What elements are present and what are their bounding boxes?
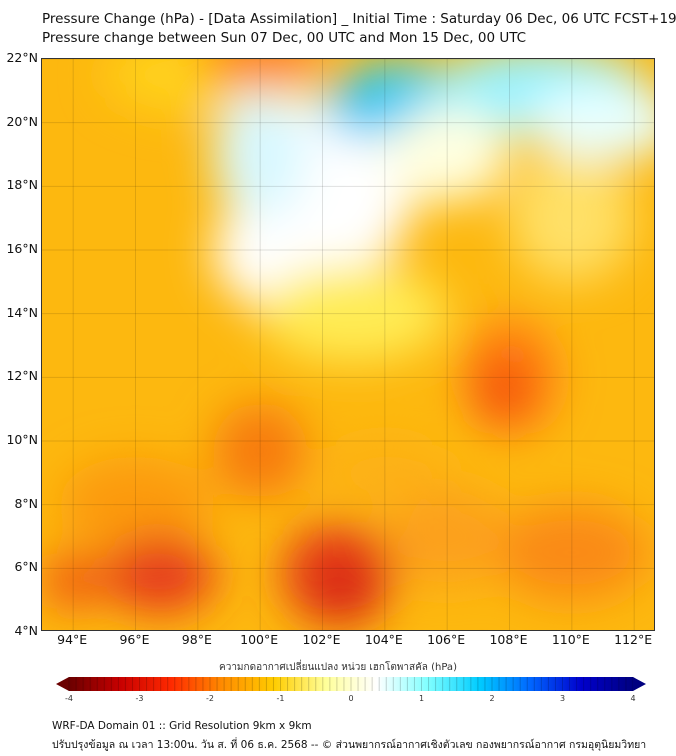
- lon-label: 108°E: [489, 632, 528, 647]
- lat-label: 14°N: [6, 304, 38, 320]
- lat-label: 18°N: [6, 177, 38, 193]
- field-region: [385, 488, 510, 585]
- lat-label: 6°N: [14, 559, 38, 575]
- colorbar-tick-label: 1: [418, 694, 425, 703]
- colorbar: [56, 677, 646, 691]
- colorbar-tick-label: 2: [489, 694, 495, 703]
- pressure-change-map: [41, 58, 655, 631]
- update-info: ปรับปรุงข้อมูล ณ เวลา 13:00น. วัน ส. ที่…: [52, 739, 647, 751]
- lon-label: 112°E: [614, 632, 653, 647]
- lat-label: 22°N: [6, 50, 38, 65]
- colorbar-tick-label: 4: [630, 694, 636, 703]
- field-region: [385, 106, 510, 203]
- model-info: WRF-DA Domain 01 :: Grid Resolution 9km …: [52, 720, 312, 732]
- lon-label: 94°E: [57, 632, 88, 647]
- colorbar-tick-label: -4: [65, 694, 73, 703]
- lat-label: 8°N: [14, 495, 38, 511]
- lon-label: 104°E: [364, 632, 403, 647]
- lat-label: 20°N: [6, 113, 38, 129]
- colorbar-tick-label: 3: [559, 694, 566, 703]
- field-region: [322, 440, 447, 505]
- lon-label: 96°E: [119, 632, 150, 647]
- field-region: [494, 504, 650, 601]
- field-region: [42, 552, 105, 610]
- lon-label: 100°E: [240, 632, 279, 647]
- lat-label: 4°N: [14, 623, 38, 638]
- lon-label: 106°E: [427, 632, 466, 647]
- chart-subtitle: Pressure change between Sun 07 Dec, 00 U…: [42, 30, 527, 46]
- colorbar-tick-label: 0: [348, 694, 354, 703]
- lat-label: 16°N: [6, 241, 38, 256]
- field-region: [313, 561, 376, 626]
- colorbar-min-arrow: [56, 677, 69, 691]
- field-region: [213, 402, 307, 499]
- map-field: [42, 59, 654, 630]
- field-region: [104, 536, 217, 614]
- field-region: [198, 59, 323, 85]
- lon-label: 110°E: [551, 632, 590, 647]
- colorbar-tick-label: -2: [206, 694, 214, 703]
- field-region: [322, 77, 416, 136]
- lat-label: 12°N: [6, 368, 38, 384]
- colorbar-tick-label: -1: [276, 694, 285, 703]
- field-region: [213, 90, 307, 219]
- colorbar-tick-label: -3: [135, 694, 144, 703]
- field-region: [58, 456, 214, 553]
- field-region: [478, 361, 529, 419]
- lon-label: 102°E: [302, 632, 341, 647]
- colorbar-label: ความกดอากาศเปลี่ยนแปลง หน่วย เฮกโตพาสคัล…: [219, 662, 457, 673]
- lat-label: 10°N: [6, 432, 38, 447]
- lon-label: 98°E: [181, 632, 212, 647]
- field-region: [509, 154, 634, 283]
- field-region: [260, 265, 447, 362]
- colorbar-max-arrow: [633, 677, 646, 691]
- chart-title: Pressure Change (hPa) - [Data Assimilati…: [42, 11, 676, 27]
- field-region: [525, 84, 654, 162]
